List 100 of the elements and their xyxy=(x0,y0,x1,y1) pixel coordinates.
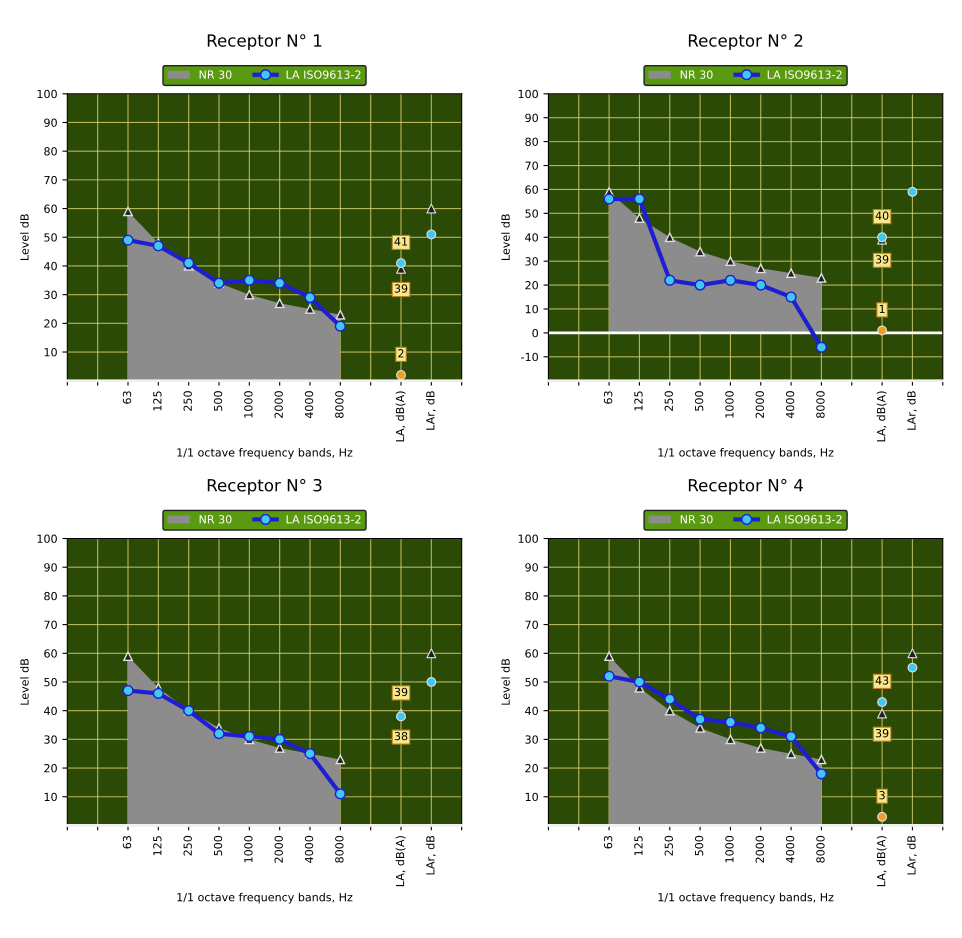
x-tick-label: 250 xyxy=(664,391,673,411)
x-tick-label: 2000 xyxy=(274,391,283,418)
y-tick-label: 90 xyxy=(525,563,538,572)
legend-label: LA ISO9613-2 xyxy=(768,70,842,79)
y-tick-label: 50 xyxy=(525,678,538,686)
x-tick-label: 4000 xyxy=(786,836,794,863)
y-tick-label: 30 xyxy=(44,735,57,744)
data-label: 41 xyxy=(394,237,408,246)
y-tick-label: 60 xyxy=(44,649,57,658)
data-label: 3 xyxy=(879,790,885,800)
y-tick-label: -10 xyxy=(521,352,538,362)
x-tick-label: LA, dB(A) xyxy=(876,836,887,886)
legend-label: LA ISO9613-2 xyxy=(768,515,842,524)
y-tick-label: 60 xyxy=(525,185,538,194)
x-tick-label: 250 xyxy=(664,836,673,856)
y-axis-title: Level dB xyxy=(20,214,29,260)
y-tick-label: 90 xyxy=(525,114,538,122)
y-tick-label: 20 xyxy=(525,764,538,772)
x-tick-label: LA, dB(A) xyxy=(876,391,887,442)
y-tick-label: 20 xyxy=(44,319,57,328)
x-tick-label: 1000 xyxy=(244,391,253,418)
y-axis-title: Level dB xyxy=(501,659,510,705)
y-axis-title: Level dB xyxy=(501,214,510,260)
x-tick-label: 125 xyxy=(153,836,162,856)
chart-title: Receptor N° 1 xyxy=(208,34,322,50)
y-tick-label: 40 xyxy=(44,262,57,270)
y-tick-label: 70 xyxy=(525,620,538,629)
y-tick-label: 10 xyxy=(44,348,57,356)
data-label: 39 xyxy=(876,255,888,264)
x-tick-label: 8000 xyxy=(816,836,825,863)
legend-label: NR 30 xyxy=(200,515,232,524)
x-tick-label: 4000 xyxy=(786,391,794,418)
y-tick-label: 10 xyxy=(526,304,538,314)
x-tick-label: LAr, dB xyxy=(426,391,436,430)
x-axis-title: 1/1 octave frequency bands, Hz xyxy=(177,892,352,904)
x-tick-label: 250 xyxy=(183,391,192,411)
data-label: 39 xyxy=(394,284,408,293)
x-tick-label: 8000 xyxy=(335,391,344,418)
y-tick-label: 80 xyxy=(525,592,538,600)
data-label: 39 xyxy=(876,729,888,738)
y-tick-label: 100 xyxy=(518,534,538,543)
x-tick-label: LAr, dB xyxy=(426,836,436,874)
y-tick-label: 40 xyxy=(525,233,538,242)
chart-title: Receptor N° 4 xyxy=(688,478,803,495)
x-tick-label: 500 xyxy=(694,836,704,856)
x-tick-label: 63 xyxy=(122,836,132,849)
x-tick-label: 500 xyxy=(694,391,704,411)
y-tick-label: 80 xyxy=(44,147,57,156)
y-tick-label: 80 xyxy=(44,592,57,600)
y-tick-label: 30 xyxy=(44,290,57,300)
data-label: 1 xyxy=(880,304,885,313)
x-tick-label: 125 xyxy=(153,391,162,410)
y-tick-label: 100 xyxy=(38,90,57,98)
x-axis-title: 1/1 octave frequency bands, Hz xyxy=(177,448,352,459)
x-tick-label: 500 xyxy=(214,391,222,411)
y-tick-label: 30 xyxy=(525,735,538,744)
chart-title: Receptor N° 3 xyxy=(208,478,322,495)
x-tick-label: 1000 xyxy=(725,391,734,418)
y-tick-label: 20 xyxy=(44,764,57,772)
y-tick-label: 10 xyxy=(526,792,538,802)
y-tick-label: 70 xyxy=(525,162,538,170)
x-tick-label: 8000 xyxy=(335,836,344,863)
legend-label: NR 30 xyxy=(680,515,713,524)
y-tick-label: 70 xyxy=(44,620,57,629)
x-tick-label: LAr, dB xyxy=(907,391,917,430)
y-tick-label: 50 xyxy=(44,678,57,686)
x-axis-title: 1/1 octave frequency bands, Hz xyxy=(658,892,834,904)
data-label: 40 xyxy=(876,211,888,220)
y-tick-label: 100 xyxy=(38,534,57,543)
x-tick-label: 2000 xyxy=(274,836,283,863)
x-tick-label: LA, dB(A) xyxy=(396,836,406,886)
x-tick-label: LA, dB(A) xyxy=(396,391,406,442)
x-tick-label: 125 xyxy=(634,836,643,856)
x-tick-label: 4000 xyxy=(304,836,314,863)
x-tick-label: 4000 xyxy=(304,391,314,418)
data-label: 43 xyxy=(876,676,888,685)
y-tick-label: 90 xyxy=(44,563,57,572)
y-tick-label: 60 xyxy=(525,649,538,658)
y-tick-label: 80 xyxy=(525,138,538,146)
y-axis-title: Level dB xyxy=(20,659,29,705)
x-tick-label: 1000 xyxy=(725,836,734,862)
y-tick-label: 40 xyxy=(525,706,538,716)
y-tick-label: 50 xyxy=(44,233,57,242)
legend-label: NR 30 xyxy=(200,70,232,79)
chart-title: Receptor N° 2 xyxy=(688,34,802,50)
x-tick-label: 500 xyxy=(214,836,222,856)
x-axis-title: 1/1 octave frequency bands, Hz xyxy=(658,448,834,459)
y-tick-label: 60 xyxy=(44,204,57,213)
x-tick-label: 63 xyxy=(604,391,612,404)
x-tick-label: LAr, dB xyxy=(907,836,917,874)
y-tick-label: 90 xyxy=(44,118,57,127)
x-tick-label: 125 xyxy=(634,391,643,410)
y-tick-label: 40 xyxy=(44,706,57,716)
y-tick-label: 70 xyxy=(44,176,57,184)
x-tick-label: 2000 xyxy=(756,391,764,418)
legend-label: LA ISO9613-2 xyxy=(286,70,360,79)
x-tick-label: 2000 xyxy=(756,836,764,863)
y-tick-label: 0 xyxy=(532,328,538,338)
data-label: 38 xyxy=(394,732,408,740)
x-tick-label: 63 xyxy=(604,836,612,849)
